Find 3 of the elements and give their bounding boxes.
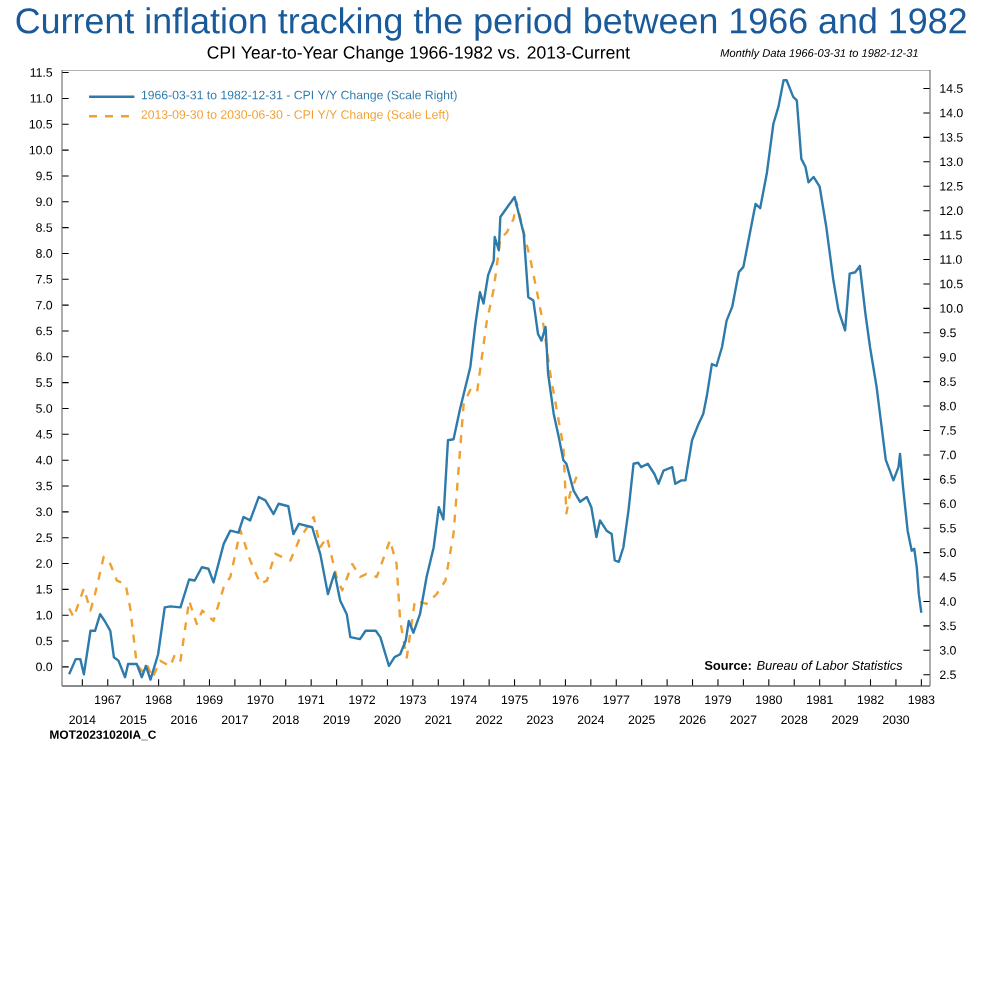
chart-subtitle: CPI Year-to-Year Change 1966-1982 vs. 2013-Current xyxy=(207,45,630,63)
line-series xyxy=(67,79,923,681)
chart-title: Current inflation tracking the period between 1966 and 1982 xyxy=(16,7,966,41)
